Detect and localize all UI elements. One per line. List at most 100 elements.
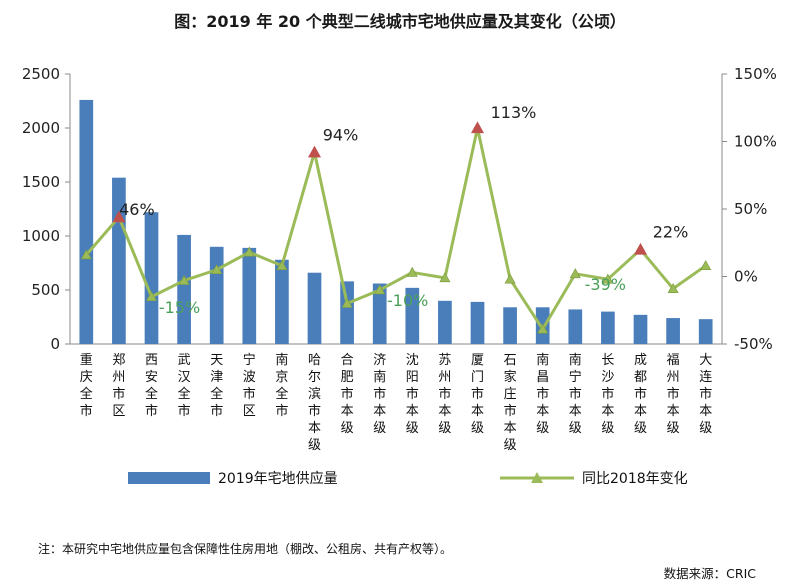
line-point — [569, 268, 581, 279]
line-point — [211, 264, 223, 275]
y-left-tick-label: 500 — [31, 281, 60, 299]
y-right-tick-label: 50% — [734, 200, 767, 218]
x-category-label: 市 — [243, 386, 256, 402]
line-point — [341, 297, 353, 308]
line-point — [439, 272, 451, 283]
bar — [79, 99, 94, 344]
x-category-label: 南 — [536, 352, 549, 368]
x-category-label: 级 — [667, 421, 680, 436]
x-category-label: 济 — [373, 353, 386, 368]
x-category-label: 市 — [275, 403, 288, 419]
bar — [568, 309, 583, 344]
data-label: 46% — [119, 200, 155, 219]
x-category-label: 南 — [275, 352, 288, 368]
x-category-label: 本 — [438, 404, 451, 419]
x-category-label: 市 — [471, 386, 484, 402]
x-category-label: 哈 — [308, 353, 321, 368]
x-category-label: 南 — [569, 352, 582, 368]
x-category-label: 市 — [145, 403, 158, 419]
bar — [275, 259, 289, 344]
x-category-label: 级 — [373, 421, 386, 436]
data-label: 22% — [653, 223, 689, 242]
x-category-label: 家 — [504, 369, 517, 385]
x-category-label: 昌 — [536, 370, 549, 385]
x-category-label: 级 — [341, 421, 354, 436]
x-category-label: 全 — [80, 386, 93, 402]
bar — [438, 300, 452, 344]
x-category-label: 级 — [471, 421, 484, 436]
x-category-label: 区 — [112, 404, 125, 419]
line-point — [374, 284, 386, 295]
x-category-label: 级 — [536, 421, 549, 436]
chart-title: 图：2019 年 20 个典型二线城市宅地供应量及其变化（公顷） — [174, 12, 626, 31]
line-point — [602, 273, 614, 284]
y-right-tick-label: -50% — [734, 335, 773, 353]
legend-line-marker — [531, 472, 543, 483]
x-category-label: 级 — [438, 421, 451, 436]
x-category-label: 汉 — [178, 370, 191, 385]
x-category-label: 庆 — [80, 370, 93, 385]
bar — [666, 318, 680, 344]
x-category-label: 都 — [634, 370, 647, 385]
x-category-label: 庄 — [504, 386, 517, 402]
x-category-label: 成 — [634, 353, 647, 368]
x-category-label: 天 — [210, 353, 223, 368]
line-point — [276, 260, 288, 271]
x-category-label: 本 — [471, 404, 484, 419]
x-category-label: 级 — [504, 438, 517, 453]
x-category-label: 市 — [438, 386, 451, 402]
x-category-label: 本 — [667, 404, 680, 419]
y-right-tick-label: 0% — [734, 268, 758, 286]
x-category-label: 全 — [178, 386, 191, 402]
bar — [601, 311, 615, 344]
x-category-label: 本 — [406, 404, 419, 419]
y-left-tick-label: 2000 — [22, 119, 60, 137]
bar — [633, 314, 648, 344]
legend-bar-swatch — [128, 472, 210, 484]
x-category-label: 沙 — [601, 370, 614, 385]
x-category-label: 全 — [275, 386, 288, 402]
x-category-label: 郑 — [112, 353, 125, 368]
x-category-label: 全 — [145, 386, 158, 402]
line-point — [243, 246, 255, 257]
line-series-path — [85, 126, 707, 331]
x-category-label: 级 — [601, 421, 614, 436]
x-category-label: 本 — [341, 404, 354, 419]
bar — [209, 246, 224, 344]
line-point — [145, 291, 158, 302]
x-category-label: 市 — [699, 386, 712, 402]
x-category-label: 市 — [308, 403, 321, 419]
bar — [144, 212, 159, 344]
x-category-label: 苏 — [438, 352, 451, 368]
data-label: -15% — [159, 298, 200, 317]
x-category-label: 阳 — [406, 370, 419, 385]
line-point — [80, 249, 92, 260]
x-category-label: 级 — [569, 421, 582, 436]
x-category-label: 市 — [536, 386, 549, 402]
y-left-tick-label: 0 — [50, 335, 60, 353]
x-category-label: 本 — [569, 404, 582, 419]
x-category-label: 市 — [667, 386, 680, 402]
x-category-label: 本 — [373, 404, 386, 419]
x-category-label: 宁 — [569, 369, 582, 385]
x-category-label: 全 — [210, 386, 223, 402]
line-point — [178, 274, 190, 285]
y-right-tick-label: 100% — [734, 133, 777, 151]
bar — [177, 234, 191, 344]
x-category-label: 本 — [601, 404, 614, 419]
x-category-label: 市 — [210, 403, 223, 419]
legend-line-label: 同比2018年变化 — [582, 471, 688, 487]
x-category-label: 市 — [341, 386, 354, 402]
x-category-label: 京 — [275, 370, 288, 385]
x-category-label: 州 — [438, 370, 451, 385]
x-category-label: 市 — [601, 386, 614, 402]
x-category-label: 西 — [145, 353, 158, 368]
bar — [698, 319, 713, 344]
line-point — [700, 260, 712, 271]
x-category-label: 市 — [504, 403, 517, 419]
x-category-label: 级 — [308, 438, 321, 453]
x-category-label: 福 — [667, 353, 680, 368]
x-category-label: 连 — [699, 369, 712, 385]
